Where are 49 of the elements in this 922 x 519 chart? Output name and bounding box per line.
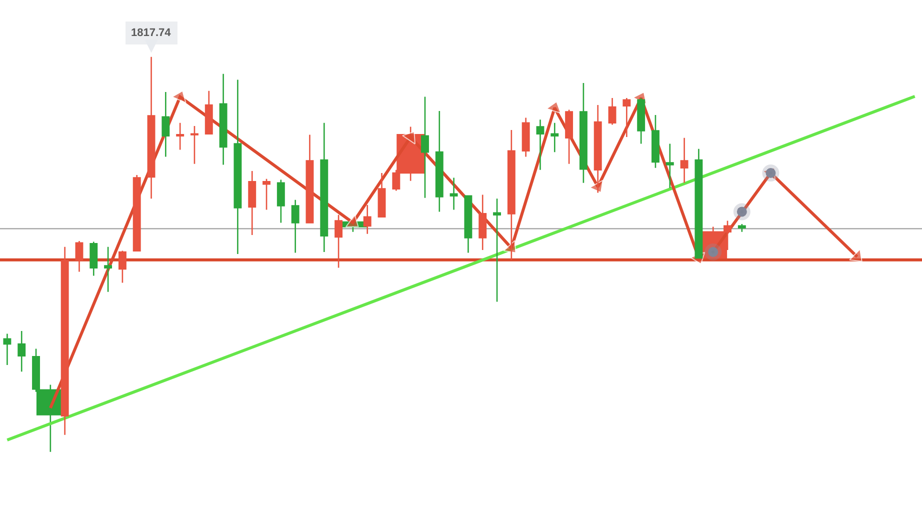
point	[546, 101, 562, 114]
candlestick	[3, 333, 12, 366]
candlestick	[666, 143, 674, 189]
candlestick	[579, 82, 588, 184]
candlestick	[608, 97, 616, 126]
candlestick	[75, 240, 84, 272]
candlestick	[450, 177, 458, 210]
candlestick	[652, 114, 660, 169]
candlestick	[493, 198, 501, 302]
candlestick	[435, 110, 444, 212]
annotation: 1817.74	[131, 27, 172, 39]
candlestick	[132, 174, 141, 252]
candlestick	[90, 241, 98, 276]
candlestick	[694, 148, 703, 259]
point	[733, 203, 750, 220]
candlestick	[234, 79, 242, 255]
candlestick	[276, 179, 285, 224]
candlestick	[262, 178, 270, 210]
candlestick	[18, 330, 26, 372]
candlestick	[507, 129, 516, 261]
candlestick	[190, 125, 198, 165]
point	[171, 90, 186, 104]
candlestick	[637, 97, 646, 144]
candlestick	[176, 122, 184, 150]
candlestick	[622, 97, 631, 138]
candlestick	[522, 117, 530, 158]
candlestick	[104, 246, 112, 293]
candlestick	[478, 194, 487, 251]
candlestick	[363, 204, 372, 234]
point	[402, 131, 416, 144]
candlestick	[162, 91, 170, 158]
point	[762, 164, 780, 182]
candlestick	[204, 90, 213, 135]
candlestick	[248, 170, 256, 236]
candlestick	[118, 250, 126, 284]
candlestick	[378, 172, 386, 218]
candlestick	[320, 122, 328, 253]
point	[704, 244, 722, 260]
candlestick	[565, 109, 574, 165]
candlestick	[334, 214, 343, 268]
candlestick	[421, 96, 429, 199]
candlestick	[219, 73, 228, 166]
candlestick	[291, 199, 300, 254]
candlestick	[550, 122, 559, 153]
candlestick	[464, 195, 472, 254]
candlestick	[60, 246, 69, 436]
candlestick	[680, 137, 688, 184]
candlestick	[536, 119, 544, 170]
candlestick	[306, 134, 314, 224]
